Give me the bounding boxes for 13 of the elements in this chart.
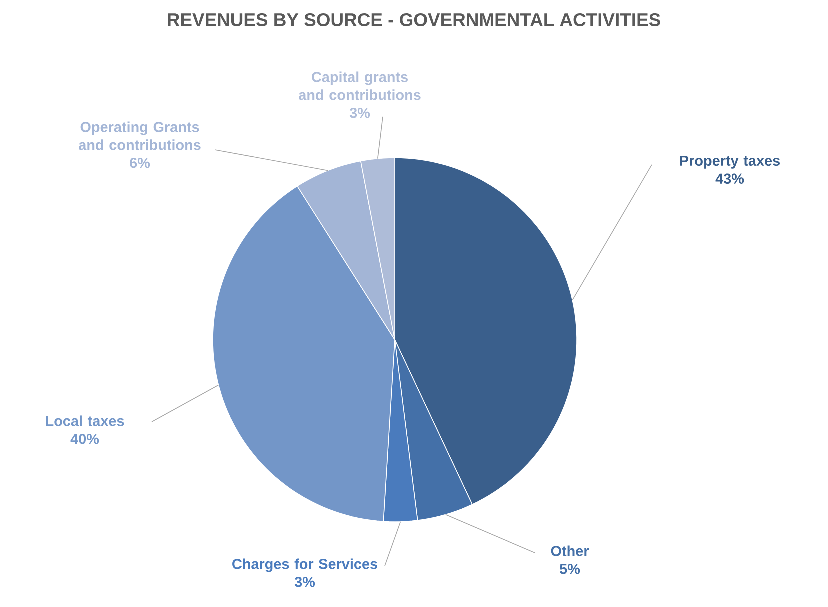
data-label: 6%: [130, 158, 150, 168]
slice-label: Capital grants and contributions: [299, 72, 421, 100]
data-label: 5%: [560, 564, 580, 574]
slice-label: Operating Grants and contributions: [79, 122, 201, 150]
slice-label: Property taxes: [680, 156, 780, 169]
data-label: 3%: [350, 108, 370, 118]
slice-label: Charges for Services: [232, 558, 378, 572]
data-label: 40%: [70, 434, 100, 444]
data-label: 43%: [716, 174, 744, 184]
slice-label: Local taxes: [46, 416, 124, 426]
data-label: 3%: [294, 577, 316, 588]
chart-title: REVENUES BY SOURCE - GOVERNMENTAL ACTIVITIES: [168, 13, 660, 27]
slice-label: Other: [551, 546, 590, 556]
